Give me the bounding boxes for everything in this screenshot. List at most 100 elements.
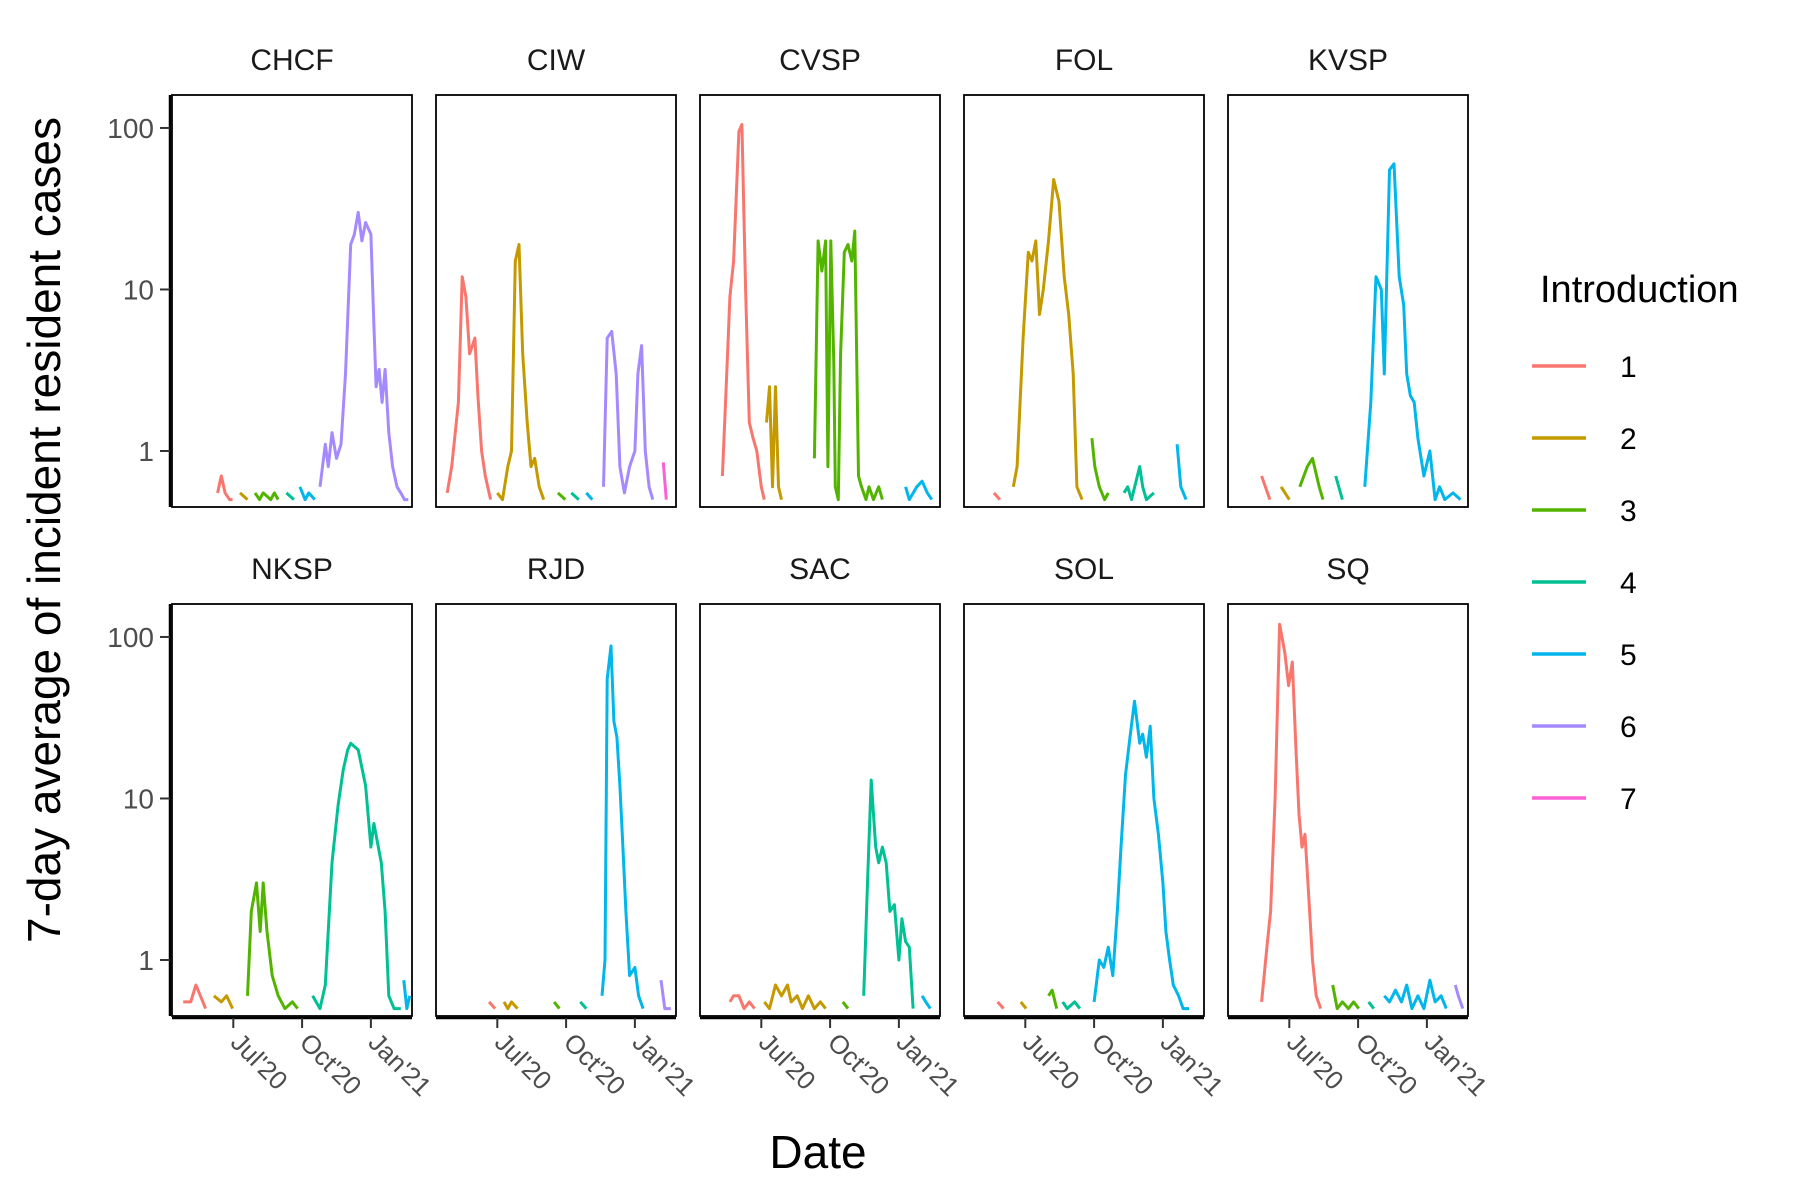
panel-frame [963, 94, 1205, 508]
series-line-intro-3 [1298, 456, 1325, 501]
series-line-intro-1 [996, 1000, 1005, 1010]
legend-item-7: 7 [1532, 783, 1637, 816]
series-line-intro-5 [1175, 444, 1188, 501]
series-line-intro-4 [1061, 1000, 1082, 1011]
panel-frame [171, 603, 413, 1017]
series-line-intro-3 [253, 491, 280, 502]
series-line-intro-5 [585, 491, 594, 501]
y-tick-label: 10 [123, 783, 154, 814]
series-line-intro-2 [239, 491, 249, 501]
series-line-intro-6 [659, 980, 671, 1011]
x-tick-label: Jan'21 [627, 1027, 702, 1102]
y-tick-label: 1 [138, 436, 154, 467]
series-line-intro-5 [298, 486, 316, 502]
panel-title: KVSP [1308, 44, 1388, 77]
series-line-intro-3 [552, 1000, 561, 1010]
legend-item-4: 4 [1532, 567, 1637, 600]
x-tick-label: Jan'21 [1419, 1027, 1494, 1102]
legend-label: 3 [1620, 495, 1637, 528]
series-line-intro-3 [1090, 438, 1110, 502]
x-tick-label: Oct'20 [558, 1027, 632, 1101]
series-line-intro-4 [579, 1000, 588, 1010]
panel-frame [1227, 603, 1469, 1017]
series-line-intro-6 [602, 329, 655, 501]
series-line-intro-1 [1260, 622, 1323, 1010]
series-line-intro-5 [1363, 162, 1462, 502]
panel-title: FOL [1055, 44, 1113, 77]
series-line-intro-5 [402, 980, 412, 1011]
y-tick-label: 1 [138, 945, 154, 976]
facet-panels: CHCF 1 10 100 CIW CVSP FOL KVSP NKSP 1 10 100 Jul'20… [107, 44, 1493, 1102]
legend-item-1: 1 [1532, 351, 1637, 384]
legend-label: 4 [1620, 567, 1637, 600]
series-line-intro-3 [812, 229, 884, 502]
series-line-intro-4 [1334, 475, 1344, 501]
panel-title: CVSP [779, 44, 861, 77]
series-line-intro-3 [246, 881, 299, 1011]
series-line-intro-1 [728, 994, 756, 1011]
legend: Introduction 1 2 3 4 5 6 7 [1532, 269, 1739, 816]
legend-label: 1 [1620, 351, 1637, 384]
legend-label: 7 [1620, 783, 1637, 816]
legend-item-3: 3 [1532, 495, 1637, 528]
panel-title: SOL [1054, 553, 1114, 586]
x-tick-label: Jul'20 [489, 1027, 558, 1096]
series-line-intro-2 [502, 1000, 519, 1011]
legend-title: Introduction [1540, 269, 1739, 311]
series-line-intro-1 [487, 1000, 497, 1010]
panel-frame [963, 603, 1205, 1017]
series-line-intro-2 [763, 983, 827, 1011]
panel-frame [1227, 94, 1469, 508]
panel-frame [435, 603, 677, 1017]
x-tick-label: Oct'20 [822, 1027, 896, 1101]
panel-cvsp: CVSP [699, 44, 941, 508]
series-line-intro-3 [556, 491, 567, 501]
x-tick-label: Jan'21 [1155, 1027, 1230, 1102]
series-line-intro-2 [212, 994, 234, 1010]
x-tick-label: Oct'20 [294, 1027, 368, 1101]
x-tick-label: Oct'20 [1086, 1027, 1160, 1101]
panel-title: NKSP [251, 553, 333, 586]
panel-frame [171, 94, 413, 508]
series-line-intro-4 [1122, 465, 1155, 502]
panel-frame [699, 94, 941, 508]
panel-ciw: CIW [435, 44, 677, 508]
series-line-intro-4 [311, 741, 401, 1011]
x-tick-label: Oct'20 [1350, 1027, 1424, 1101]
series-line-intro-3 [1331, 984, 1360, 1011]
panel-fol: FOL [963, 44, 1205, 508]
x-tick-label: Jul'20 [1017, 1027, 1086, 1096]
series-line-intro-1 [183, 983, 207, 1010]
series-line-intro-1 [992, 491, 1002, 501]
legend-label: 2 [1620, 423, 1637, 456]
panel-frame [435, 94, 677, 508]
series-line-intro-4 [862, 778, 915, 1009]
series-line-intro-2 [1011, 178, 1084, 501]
series-line-intro-1 [445, 275, 493, 500]
series-line-intro-4 [570, 491, 580, 501]
x-tick-label: Jul'20 [753, 1027, 822, 1096]
legend-item-2: 2 [1532, 423, 1637, 456]
series-line-intro-2 [1019, 1000, 1028, 1010]
x-tick-label: Jan'21 [891, 1027, 966, 1102]
x-axis-title: Date [769, 1126, 866, 1178]
series-line-intro-5 [600, 644, 645, 1010]
series-line-intro-3 [1047, 988, 1059, 1009]
series-line-intro-5 [1092, 699, 1189, 1011]
x-tick-label: Jul'20 [225, 1027, 294, 1096]
panel-kvsp: KVSP [1227, 44, 1469, 508]
series-line-intro-6 [318, 210, 409, 502]
legend-label: 6 [1620, 711, 1637, 744]
series-line-intro-4 [285, 491, 295, 501]
y-axis-title: 7-day average of incident resident cases [18, 117, 70, 943]
series-line-intro-5 [904, 479, 934, 502]
series-line-intro-6 [1453, 984, 1465, 1010]
series-line-intro-1 [1260, 475, 1272, 501]
series-line-intro-2 [496, 243, 546, 502]
